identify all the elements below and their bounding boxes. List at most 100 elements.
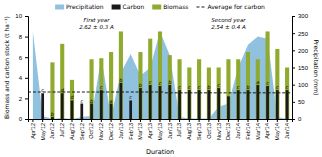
bar <box>129 100 132 119</box>
line-segment <box>67 92 77 93</box>
tick-label: 10 <box>15 13 22 19</box>
line-segment <box>243 92 253 93</box>
tick-mark <box>62 119 63 122</box>
tick-mark <box>25 119 28 120</box>
bar <box>168 85 171 119</box>
tick-mark <box>238 119 239 122</box>
bar <box>61 93 64 119</box>
x-tick: May'14 <box>274 119 280 141</box>
legend-label: Precipitation <box>66 3 104 11</box>
line-segment <box>282 92 292 93</box>
tick-mark <box>292 85 295 86</box>
x-tick: Jul'13 <box>176 119 182 137</box>
legend-label: Average for carbon <box>207 3 265 11</box>
bar-letter: b <box>207 84 210 90</box>
line-segment <box>263 92 273 93</box>
x-tick: Oct'13 <box>206 119 212 139</box>
bar <box>275 49 279 119</box>
tick-label: 100 <box>298 82 309 88</box>
tick-label: May'12 <box>40 123 46 141</box>
tick-mark <box>72 119 73 122</box>
bar <box>236 59 240 119</box>
x-tick: May'12 <box>40 119 46 141</box>
bar-letter: c <box>286 84 289 90</box>
tick-label: Feb'14 <box>245 123 251 140</box>
bar-letter: a <box>256 79 259 85</box>
legend-swatch <box>152 5 161 10</box>
bar-series <box>41 83 288 119</box>
tick-mark <box>228 119 229 122</box>
chart: cbddcbcabcbccbcccbccbacccFirst year2.62 … <box>0 0 322 157</box>
annotations: First year2.62 ± 0.3 ASecond year2.54 ± … <box>79 17 246 30</box>
line-segment <box>126 92 136 93</box>
bar <box>237 90 240 119</box>
y-tick: 10 <box>15 13 28 19</box>
line-segment <box>184 92 194 93</box>
y-tick: 150 <box>292 65 309 71</box>
tick-label: Apr'13 <box>147 123 153 139</box>
tick-label: 6 <box>19 55 23 61</box>
tick-label: Apr'14 <box>264 123 270 139</box>
bar-letter: c <box>80 98 83 104</box>
bar <box>188 90 191 119</box>
x-tick: Jun'13 <box>167 119 173 139</box>
tick-mark <box>292 102 295 103</box>
tick-mark <box>292 68 295 69</box>
x-tick: Oct'12 <box>88 119 94 139</box>
tick-label: 200 <box>298 48 309 54</box>
x-tick: Apr'12 <box>30 119 36 139</box>
bar-letters: cbddcbcabcbccbcccbccbaccc <box>41 77 288 117</box>
bar <box>246 52 250 119</box>
tick-label: Mar'13 <box>137 123 143 140</box>
x-tick: Mar'14 <box>255 119 261 140</box>
tick-mark <box>179 119 180 122</box>
line-segment <box>48 92 58 93</box>
line-segment <box>155 92 165 93</box>
tick-label: Jan'14 <box>235 123 241 139</box>
x-tick: Jan'14 <box>235 119 241 139</box>
x-tick: Jun'12 <box>49 119 55 139</box>
legend-item: Precipitation <box>55 3 104 11</box>
legend-label: Biomass <box>163 3 188 10</box>
tick-label: May'13 <box>157 123 163 141</box>
bar <box>168 55 172 119</box>
legend-item: Biomass <box>152 3 188 10</box>
tick-label: Oct'12 <box>88 123 94 139</box>
x-tick: Nov'12 <box>98 119 104 140</box>
tick-label: Jun'13 <box>167 123 173 139</box>
x-axis-title: Duration <box>146 148 174 156</box>
bar <box>110 104 113 119</box>
line-segment <box>224 92 234 93</box>
tick-label: Jul'13 <box>176 123 182 137</box>
tick-label: Jan'13 <box>118 123 124 139</box>
tick-mark <box>140 119 141 122</box>
bar <box>256 85 259 119</box>
tick-mark <box>218 119 219 122</box>
tick-label: Nov'13 <box>216 123 222 140</box>
bar <box>149 85 152 119</box>
axis-line <box>293 17 296 120</box>
x-tick: Dec'13 <box>225 119 231 140</box>
legend-swatch <box>196 7 205 8</box>
bar-letter: c <box>276 84 279 90</box>
tick-label: Oct'13 <box>206 123 212 139</box>
y-axis: 0246810 <box>15 13 28 122</box>
x-tick: Apr'13 <box>147 119 153 139</box>
bar-letter: c <box>149 79 152 85</box>
y-axis-title: Biomass and carbon stock (t ha⁻¹) <box>3 16 10 119</box>
bar <box>256 59 260 119</box>
line-segment <box>136 92 146 93</box>
y-tick: 0 <box>292 116 302 122</box>
tick-mark <box>52 119 53 122</box>
bar <box>80 104 83 119</box>
bar <box>41 93 44 119</box>
bar <box>90 104 93 119</box>
precipitation-area <box>33 31 287 119</box>
bar-letter: c <box>159 80 162 86</box>
x-tick: Jul'12 <box>59 119 65 137</box>
bar <box>198 90 201 119</box>
bar <box>71 100 74 119</box>
bar <box>70 80 74 119</box>
bar <box>32 119 35 120</box>
line-segment <box>272 92 282 93</box>
